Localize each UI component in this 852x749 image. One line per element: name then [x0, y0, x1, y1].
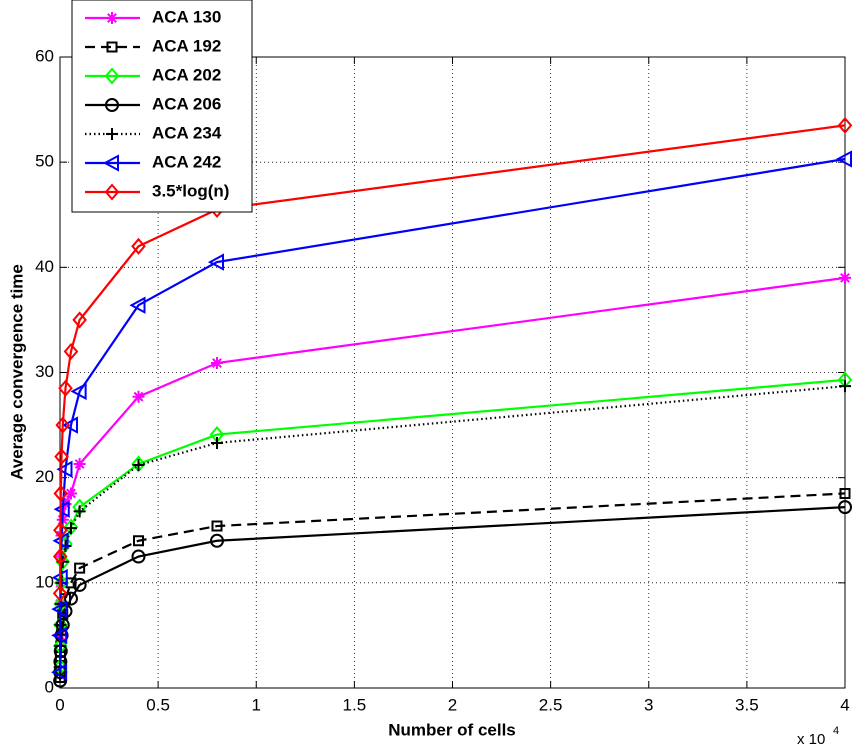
legend-label: ACA 206 — [152, 94, 221, 113]
data-point — [61, 416, 78, 434]
data-point — [211, 436, 223, 449]
data-point — [56, 460, 73, 478]
data-point — [64, 487, 77, 500]
data-point — [131, 237, 146, 255]
series-line — [59, 124, 846, 594]
data-point — [132, 459, 145, 472]
y-tick-label: 40 — [35, 257, 54, 276]
y-tick-label: 60 — [35, 46, 54, 65]
data-point — [74, 562, 86, 574]
x-tick-label: 0.5 — [146, 695, 170, 714]
y-tick-label: 0 — [45, 677, 54, 696]
data-point — [837, 116, 852, 134]
data-point — [53, 673, 68, 688]
legend-label: ACA 242 — [152, 152, 221, 171]
x-tick-label: 0 — [55, 695, 64, 714]
data-point — [211, 357, 223, 370]
x-multiplier: x 10 — [797, 731, 825, 748]
data-point — [51, 600, 68, 618]
data-point — [53, 484, 69, 502]
data-point — [72, 311, 87, 329]
data-point — [52, 584, 68, 602]
x-multiplier-exponent: 4 — [833, 725, 839, 737]
data-point — [63, 342, 79, 361]
x-axis-label: Number of cells — [388, 720, 516, 739]
y-tick-label: 10 — [35, 572, 54, 591]
legend-label: ACA 234 — [152, 123, 222, 142]
data-point — [210, 533, 224, 548]
data-point — [52, 548, 68, 566]
data-point — [129, 296, 146, 314]
legend-label: ACA 202 — [152, 65, 221, 84]
legend-label: ACA 130 — [152, 7, 221, 26]
data-point — [131, 549, 146, 564]
data-point — [73, 457, 86, 470]
data-point — [132, 390, 145, 403]
data-point — [54, 628, 69, 643]
data-point — [72, 577, 87, 592]
legend-marker — [102, 154, 119, 172]
data-point — [53, 500, 70, 518]
data-point — [838, 500, 852, 515]
x-tick-label: 3.5 — [735, 695, 759, 714]
data-point — [54, 448, 69, 466]
data-point — [207, 253, 224, 271]
data-point — [835, 150, 852, 168]
y-tick-label: 30 — [35, 362, 54, 381]
legend-marker — [106, 12, 118, 24]
legend-label: ACA 192 — [152, 36, 221, 55]
y-axis-label: Average convergence time — [7, 264, 26, 480]
legend-marker — [106, 41, 118, 53]
data-point — [70, 382, 87, 401]
data-point — [53, 521, 68, 539]
x-tick-label: 1.5 — [343, 695, 367, 714]
legend-marker — [104, 183, 120, 201]
data-point — [58, 379, 73, 397]
data-point — [64, 522, 77, 535]
x-tick-label: 2.5 — [539, 695, 563, 714]
data-point — [211, 520, 223, 532]
x-tick-label: 2 — [448, 695, 457, 714]
data-point — [73, 505, 86, 518]
legend-marker — [104, 67, 120, 85]
data-point — [55, 553, 71, 571]
data-point — [839, 380, 851, 393]
data-point — [55, 416, 71, 434]
data-point — [839, 487, 851, 499]
x-tick-label: 4 — [840, 695, 849, 714]
legend-marker — [106, 128, 118, 140]
data-point — [63, 591, 78, 606]
x-tick-label: 1 — [252, 695, 261, 714]
data-point — [51, 663, 68, 681]
y-tick-label: 20 — [35, 467, 54, 486]
legend-label: 3.5*log(n) — [152, 181, 229, 200]
y-tick-label: 50 — [35, 152, 54, 171]
data-point — [133, 535, 144, 547]
legend-marker — [105, 98, 119, 112]
data-point — [51, 626, 68, 645]
data-point — [57, 608, 69, 620]
data-point — [839, 271, 851, 284]
x-tick-label: 3 — [644, 695, 653, 714]
